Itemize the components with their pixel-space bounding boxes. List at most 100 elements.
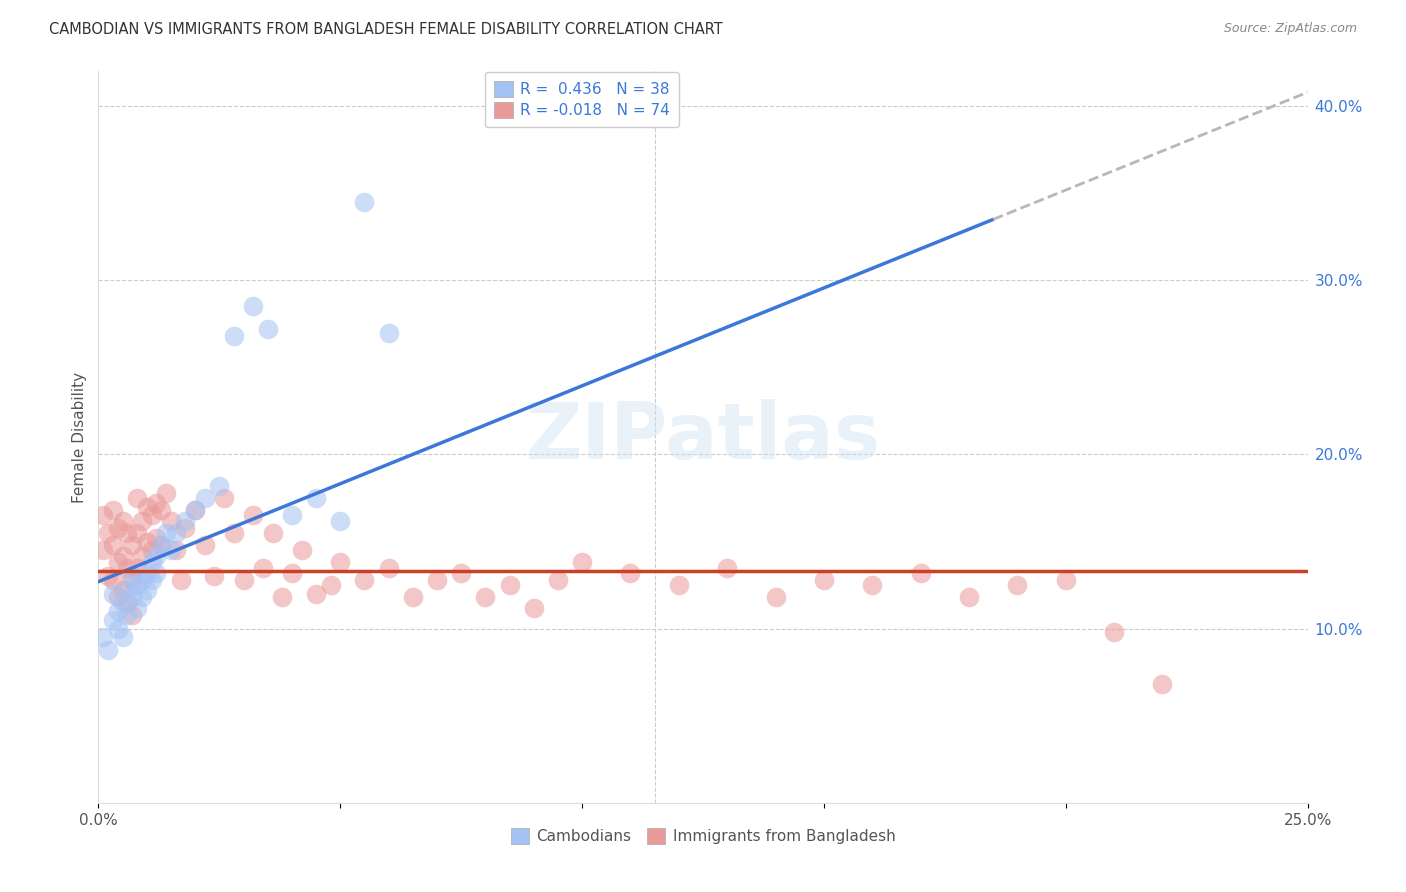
Point [1152,677,1174,691]
Point [290,543,312,558]
Point [353,194,375,209]
Point [131,549,153,563]
Point [353,573,375,587]
Point [111,583,134,598]
Point [174,514,197,528]
Point [117,560,139,574]
Point [101,573,124,587]
Point [107,556,129,570]
Point [262,525,284,540]
Point [141,573,163,587]
Point [117,525,139,540]
Point [957,591,980,605]
Point [498,578,520,592]
Point [135,583,157,598]
Point [305,587,328,601]
Point [242,300,264,314]
Point [117,583,139,598]
Point [97,642,120,657]
Point [204,569,226,583]
Point [141,543,163,558]
Point [523,600,546,615]
Point [107,591,129,605]
Point [101,587,124,601]
Point [117,595,139,609]
Point [474,591,496,605]
Point [184,503,207,517]
Point [111,549,134,563]
Text: Source: ZipAtlas.com: Source: ZipAtlas.com [1223,22,1357,36]
Point [1102,625,1125,640]
Point [619,566,641,580]
Point [571,556,593,570]
Point [271,591,294,605]
Point [150,538,173,552]
Point [450,566,472,580]
Point [101,538,124,552]
Point [1054,573,1077,587]
Point [668,578,690,592]
Point [160,543,183,558]
Point [135,500,157,514]
Point [121,538,143,552]
Point [547,573,569,587]
Point [305,491,328,505]
Point [155,485,177,500]
Point [127,525,149,540]
Point [101,503,124,517]
Point [329,556,352,570]
Point [169,573,191,587]
Point [131,591,153,605]
Point [121,591,143,605]
Point [127,491,149,505]
Point [155,525,177,540]
Point [222,525,245,540]
Point [426,573,449,587]
Point [111,595,134,609]
Point [91,631,114,645]
Point [145,549,167,563]
Point [319,578,342,592]
Point [101,613,124,627]
Point [208,479,231,493]
Point [281,508,304,523]
Point [165,543,187,558]
Point [127,560,149,574]
Point [716,560,738,574]
Point [402,591,425,605]
Point [232,573,254,587]
Point [150,538,173,552]
Point [121,607,143,622]
Point [145,566,167,580]
Point [813,573,835,587]
Point [194,538,217,552]
Point [135,566,157,580]
Legend: Cambodians, Immigrants from Bangladesh: Cambodians, Immigrants from Bangladesh [505,822,901,850]
Point [131,514,153,528]
Point [165,525,187,540]
Point [121,569,143,583]
Point [141,556,163,570]
Point [184,503,207,517]
Point [1007,578,1029,592]
Point [212,491,235,505]
Text: ZIPatlas: ZIPatlas [526,399,880,475]
Point [91,543,114,558]
Point [252,560,274,574]
Point [111,514,134,528]
Point [135,534,157,549]
Point [121,573,143,587]
Point [910,566,932,580]
Point [242,508,264,523]
Point [256,322,278,336]
Point [107,521,129,535]
Point [141,508,163,523]
Point [117,607,139,622]
Point [111,631,134,645]
Point [145,531,167,545]
Point [222,329,245,343]
Point [329,514,352,528]
Point [107,622,129,636]
Point [194,491,217,505]
Point [377,326,399,340]
